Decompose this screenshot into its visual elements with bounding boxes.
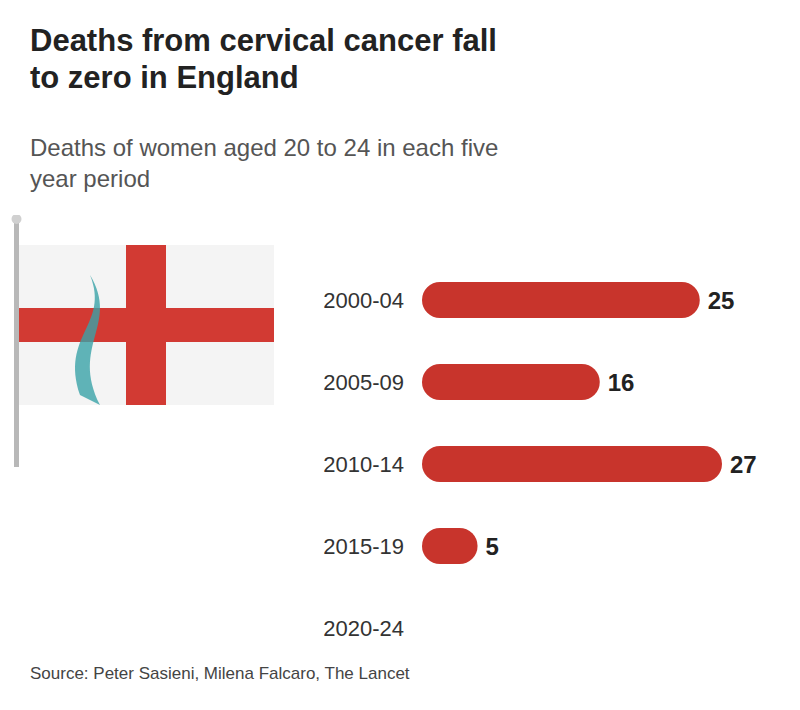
svg-text:2005-09: 2005-09 [323,370,404,395]
html-text:Deaths of women aged 20 to 24: Deaths of women aged 20 to 24 in each fi… [30,134,499,193]
svg-text:2015-19: 2015-19 [323,534,404,559]
html-text:Source: Peter Sasieni, Milena: Source: Peter Sasieni, Milena Falcaro, T… [30,664,410,683]
html-text:Deaths from cervical cancer fa: Deaths from cervical cancer fall to zero… [30,23,497,96]
svg-text:5: 5 [486,533,499,560]
svg-text:2020-24: 2020-24 [323,616,404,641]
svg-text:16: 16 [608,369,635,396]
svg-text:2000-04: 2000-04 [323,288,404,313]
svg-text:27: 27 [730,451,757,478]
svg-text:2010-14: 2010-14 [323,452,404,477]
svg-text:25: 25 [708,287,735,314]
